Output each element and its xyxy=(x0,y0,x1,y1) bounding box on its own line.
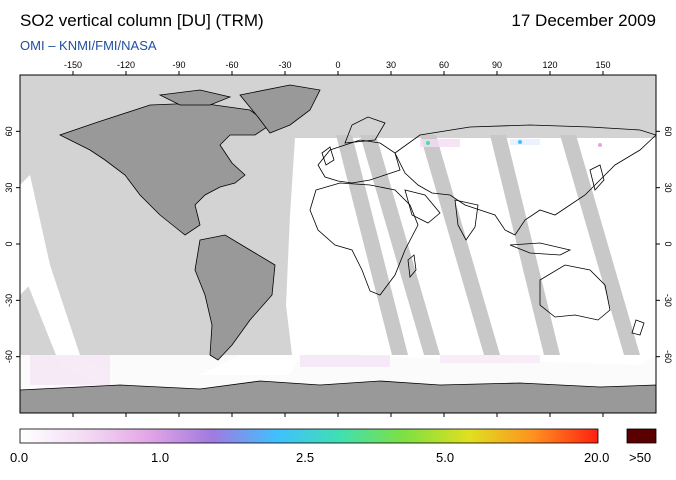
lon-tick-label-top: 150 xyxy=(595,60,610,70)
lon-tick-label-top: -30 xyxy=(278,60,291,70)
map-title: SO2 vertical column [DU] (TRM) xyxy=(20,11,264,30)
asia xyxy=(394,124,656,236)
lat-tick-label-right: -60 xyxy=(663,350,673,363)
map-date: 17 December 2009 xyxy=(511,11,656,30)
lat-tick-label-right: -30 xyxy=(663,294,673,307)
india xyxy=(454,199,479,241)
lon-tick-label-top: 90 xyxy=(492,60,502,70)
japan xyxy=(589,164,605,191)
british-isles xyxy=(321,146,335,166)
lat-tick-label-left: -30 xyxy=(4,294,14,307)
lat-tick-label-left: 0 xyxy=(4,241,14,246)
lon-tick-label-top: 60 xyxy=(439,60,449,70)
arctic-islands xyxy=(158,89,232,106)
madagascar xyxy=(407,254,417,278)
legend-overflow-box xyxy=(626,428,657,444)
australia xyxy=(539,264,611,321)
legend-label: 1.0 xyxy=(151,450,170,465)
legend-label: 5.0 xyxy=(436,450,455,465)
scandinavia xyxy=(344,116,386,144)
lon-tick-label-bottom: 150 xyxy=(595,419,610,420)
lon-tick-label-bottom: 120 xyxy=(542,419,557,420)
measured-west-swath-2 xyxy=(20,175,50,295)
lon-tick-label-top: -150 xyxy=(64,60,82,70)
lon-tick-label-top: -60 xyxy=(225,60,238,70)
lat-ticks-right: 60 30 0 -30 -60 xyxy=(656,126,673,363)
so2-speckles xyxy=(30,139,602,385)
lon-tick-label-top: 0 xyxy=(335,60,340,70)
credit-omi: OMI xyxy=(20,38,45,53)
lon-tick-label-bottom: 90 xyxy=(492,419,502,420)
lat-ticks-left: 60 30 0 -30 -60 xyxy=(4,126,20,363)
arabian-peninsula xyxy=(404,189,441,224)
new-zealand xyxy=(631,319,645,336)
land-measured xyxy=(309,116,656,336)
legend-label: 2.5 xyxy=(296,450,315,465)
legend-overflow-label: >50 xyxy=(629,450,652,465)
lat-tick-label-left: 60 xyxy=(4,126,14,136)
lat-tick-label-left: -60 xyxy=(4,350,14,363)
color-legend xyxy=(19,428,657,444)
legend-colorbar xyxy=(19,428,599,444)
map-plot-area xyxy=(20,75,656,413)
credit-org: KNMI/FMI/NASA xyxy=(59,38,157,53)
greenland xyxy=(239,84,321,134)
lon-ticks-bottom: -150 -120 -90 -60 -30 0 30 60 90 120 150 xyxy=(64,413,611,420)
lon-tick-label-bottom: -150 xyxy=(64,419,82,420)
lon-tick-label-bottom: -30 xyxy=(278,419,291,420)
legend-label: 0.0 xyxy=(10,450,29,465)
lat-tick-label-right: 0 xyxy=(663,241,673,246)
credit-dash: – xyxy=(48,38,56,53)
lon-tick-label-bottom: -120 xyxy=(117,419,135,420)
orbit-gap-stripes xyxy=(336,135,640,355)
land-no-data xyxy=(20,84,656,413)
africa xyxy=(309,182,419,296)
legend-label: 20.0 xyxy=(584,450,610,465)
lon-tick-label-top: 120 xyxy=(542,60,557,70)
lon-tick-label-top: -90 xyxy=(172,60,185,70)
lon-tick-label-bottom: 30 xyxy=(386,419,396,420)
lon-tick-label-bottom: -60 xyxy=(225,419,238,420)
indonesia xyxy=(509,242,572,256)
credit-line: OMI – KNMI/FMI/NASA xyxy=(20,38,157,53)
south-america xyxy=(194,234,276,361)
measured-west-swath-3 xyxy=(200,355,300,375)
lon-ticks-top: -150 -120 -90 -60 -30 0 30 60 90 120 150 xyxy=(64,60,611,75)
lon-tick-label-bottom: -90 xyxy=(172,419,185,420)
europe xyxy=(317,139,401,184)
antarctica xyxy=(20,380,656,413)
lon-tick-label-bottom: 0 xyxy=(335,419,340,420)
lon-tick-label-top: 30 xyxy=(386,60,396,70)
lat-tick-label-right: 30 xyxy=(663,183,673,193)
lat-tick-label-left: 30 xyxy=(4,183,14,193)
lon-tick-label-top: -120 xyxy=(117,60,135,70)
lon-tick-label-bottom: 60 xyxy=(439,419,449,420)
lat-tick-label-right: 60 xyxy=(663,126,673,136)
